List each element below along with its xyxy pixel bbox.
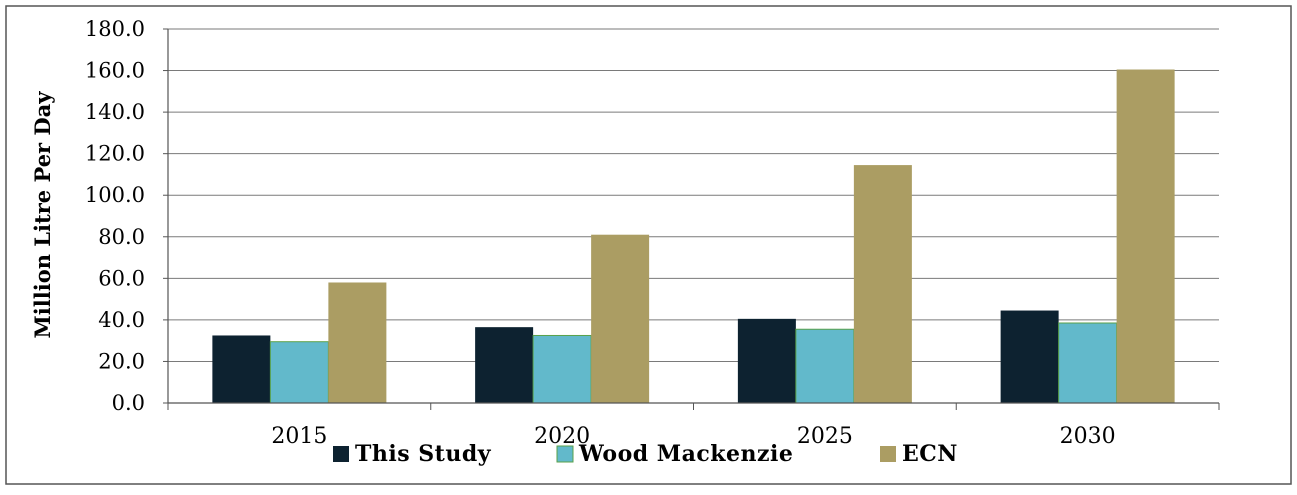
y-tick-label: 140.0 — [85, 100, 145, 124]
bar-wood-mackenzie — [795, 328, 855, 404]
x-tick-labels: 2015 2020 2025 2030 — [271, 424, 1115, 449]
y-axis-label: Million Litre Per Day — [30, 91, 55, 339]
legend-swatch — [556, 445, 574, 463]
legend-swatch — [880, 446, 896, 462]
bar-ecn — [853, 165, 912, 403]
x-tick-label: 2015 — [271, 424, 327, 449]
bar-ecn — [591, 234, 650, 403]
bar-wood-mackenzie — [532, 334, 592, 404]
x-tick-label: 2020 — [534, 424, 590, 449]
bar-ecn — [328, 282, 387, 403]
y-tick-label: 60.0 — [98, 266, 145, 290]
bar-this-study — [475, 327, 534, 403]
y-tick-labels: 0.0 20.0 40.0 60.0 80.0 100.0 120.0 140.0 160.0 1… — [85, 17, 145, 415]
y-tick-label: 80.0 — [98, 225, 145, 249]
x-tick-label: 2030 — [1060, 424, 1116, 449]
bar-wood-mackenzie — [1058, 322, 1118, 404]
legend-label: Wood Mackenzie — [578, 441, 793, 467]
bar-this-study — [1000, 310, 1059, 403]
y-tick-label: 40.0 — [98, 308, 145, 332]
y-tick-label: 20.0 — [98, 349, 145, 373]
y-tick-label: 100.0 — [85, 183, 145, 207]
legend-swatch — [333, 446, 349, 462]
legend-label: ECN — [902, 441, 958, 467]
axes — [163, 28, 1220, 410]
bar-wood-mackenzie — [269, 341, 329, 404]
bars — [212, 69, 1175, 404]
x-tick-label: 2025 — [797, 424, 853, 449]
y-tick-label: 180.0 — [85, 17, 145, 41]
bar-this-study — [212, 335, 271, 403]
bar-ecn — [1116, 69, 1175, 404]
bar-this-study — [737, 318, 796, 403]
legend: This Study Wood Mackenzie ECN — [333, 441, 958, 467]
y-tick-label: 0.0 — [112, 391, 145, 415]
y-tick-label: 120.0 — [85, 142, 145, 166]
y-tick-label: 160.0 — [85, 59, 145, 83]
legend-label: This Study — [355, 441, 492, 467]
